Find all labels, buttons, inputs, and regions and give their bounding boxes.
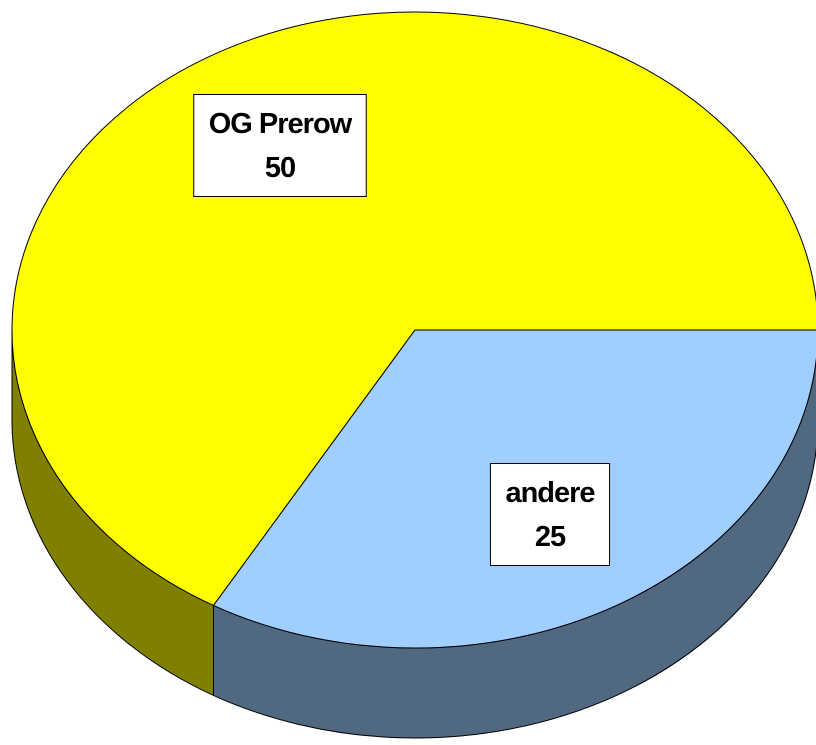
data-label: andere 25 <box>489 463 611 567</box>
label-value: 50 <box>265 152 295 184</box>
label-value: 25 <box>535 521 566 553</box>
data-label: OG Prerow 50 <box>193 93 367 197</box>
label-category: OG Prerow <box>209 108 353 140</box>
label-box <box>193 93 367 197</box>
label-category: andere <box>505 477 595 509</box>
label-box <box>489 463 611 567</box>
